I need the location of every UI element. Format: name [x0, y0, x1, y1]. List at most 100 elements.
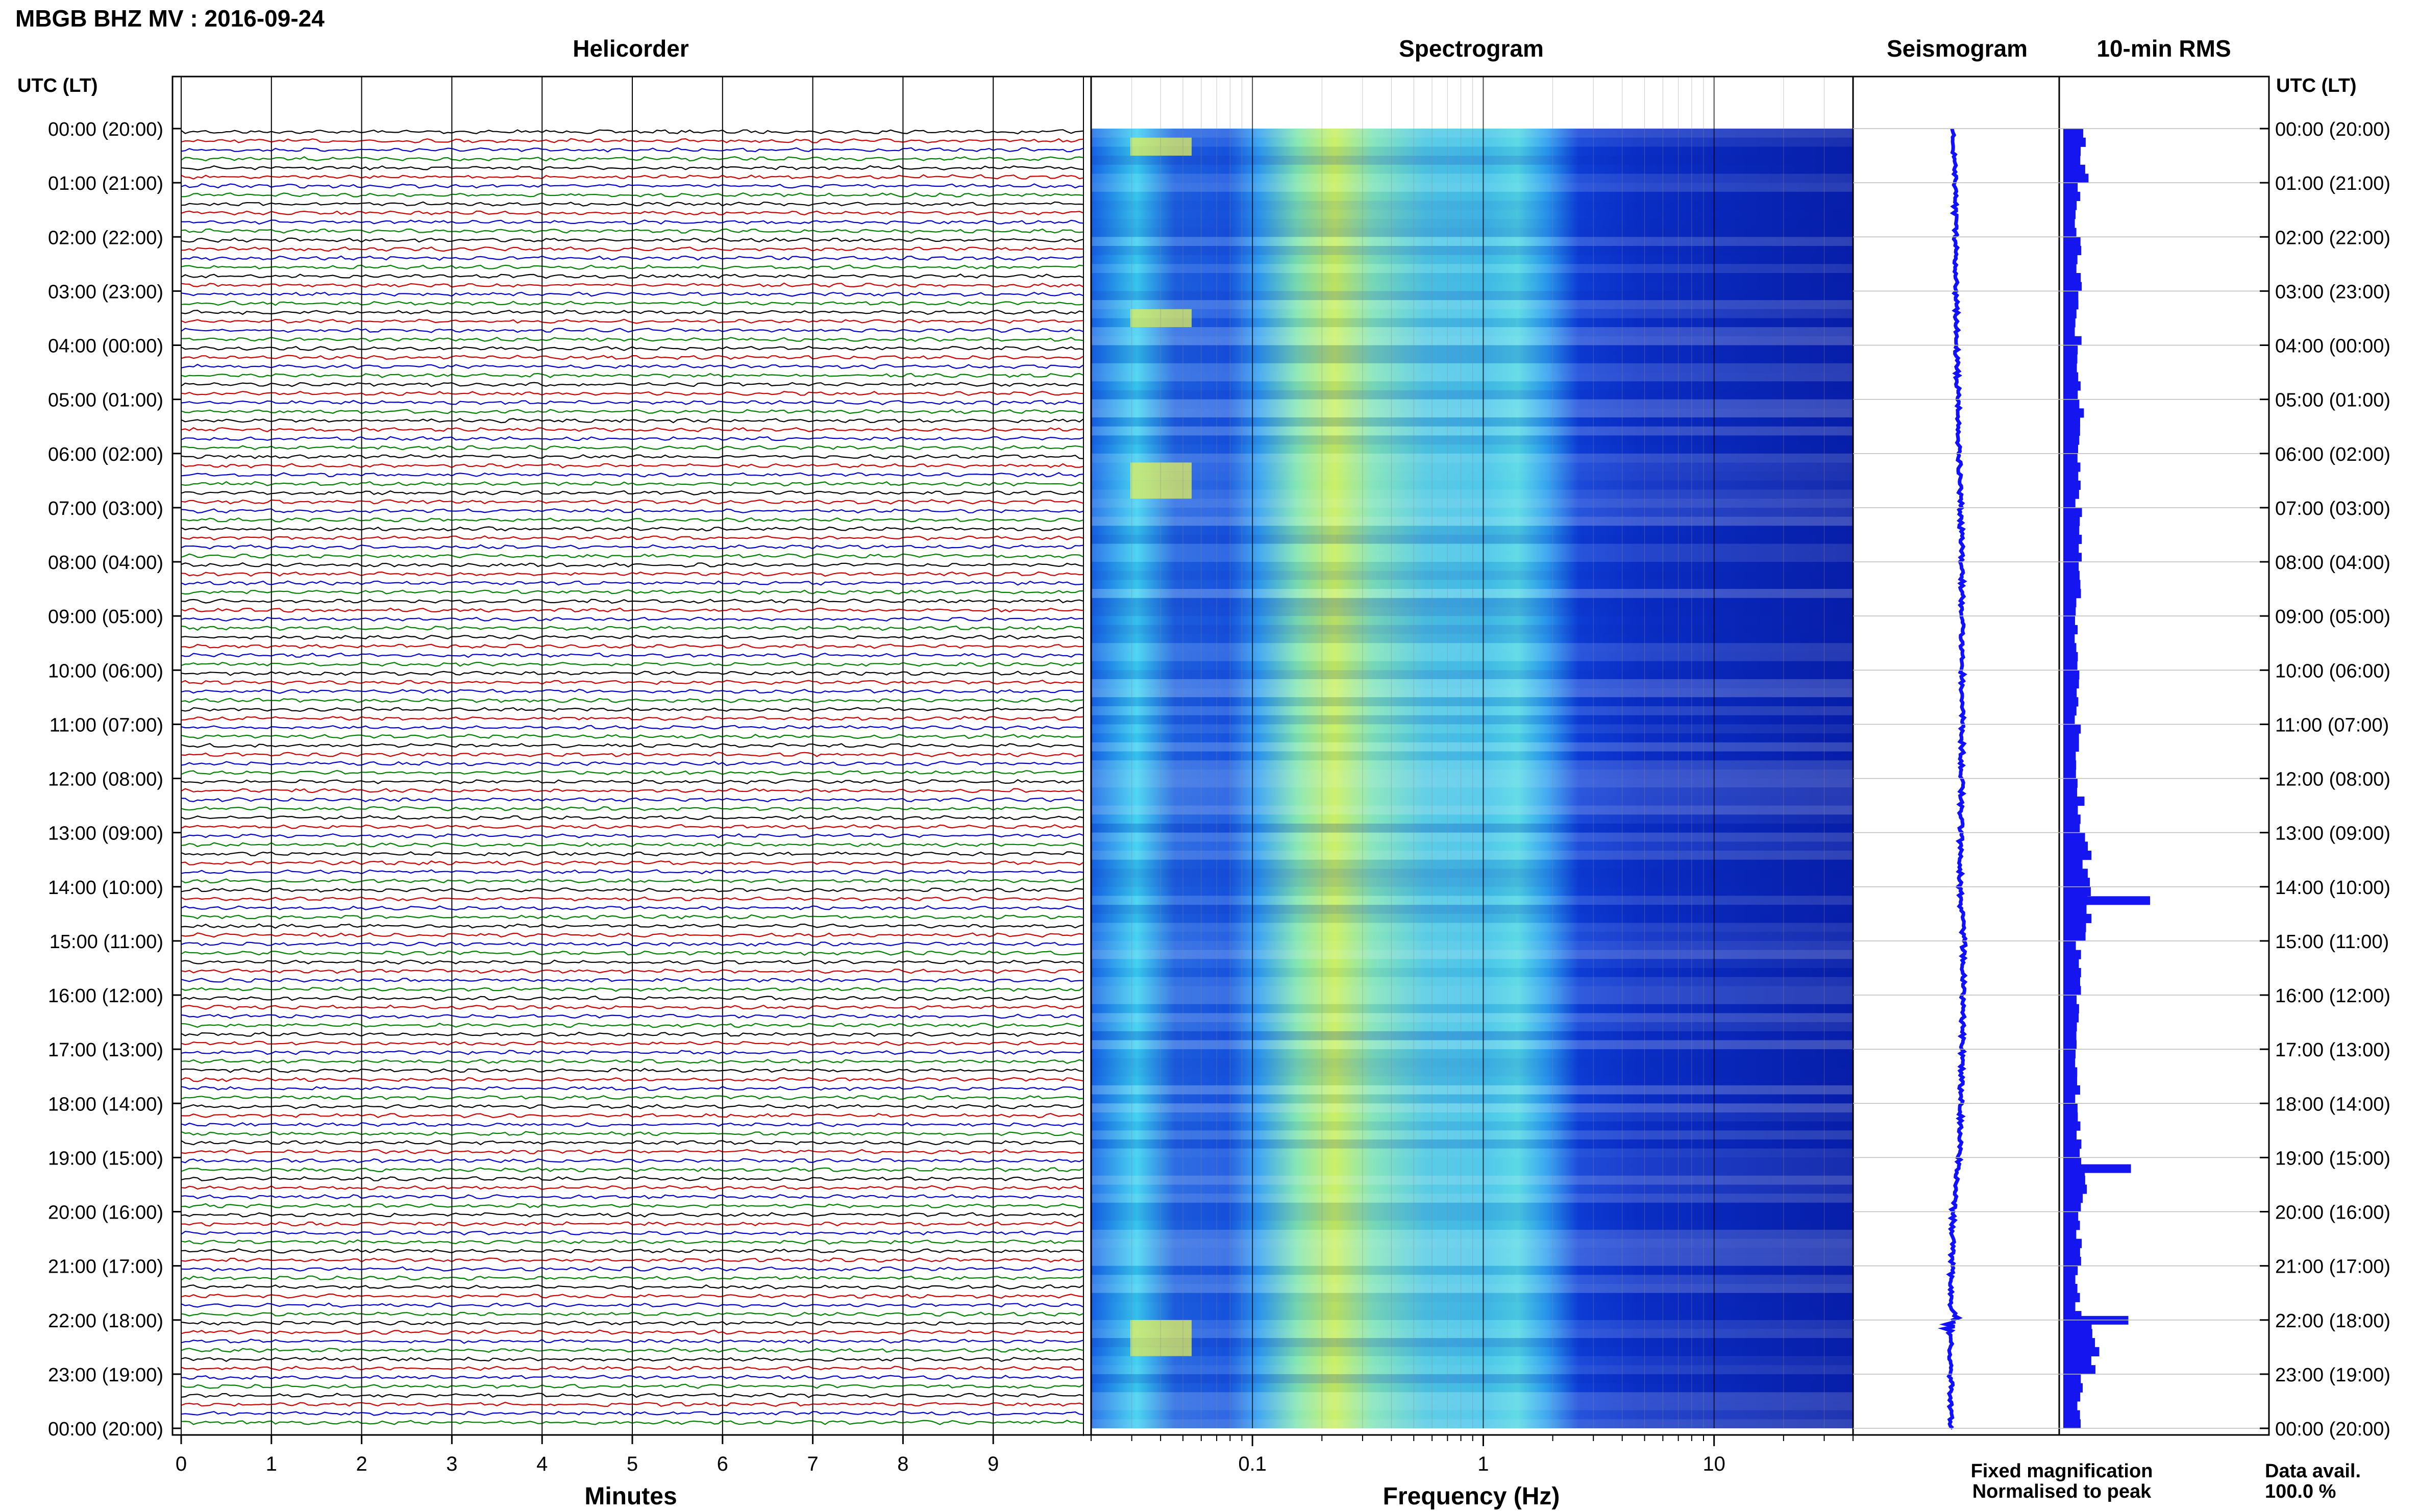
rms-bar [2063, 543, 2079, 553]
rms-bar [2063, 841, 2088, 851]
rms-bar [2063, 832, 2085, 842]
helicorder-panel [181, 77, 1084, 1436]
spectrogram-row [1091, 1392, 1853, 1401]
spectrogram-row [1091, 1284, 1853, 1293]
rms-bar [2063, 869, 2088, 878]
spectrogram-row [1091, 905, 1853, 914]
spectrogram-row [1091, 1374, 1853, 1383]
helicorder-xtick-label: 0 [176, 1453, 187, 1475]
time-label-left: 11:00 (07:00) [50, 714, 163, 736]
spectrogram-row [1091, 851, 1853, 860]
spectrogram-row [1091, 778, 1853, 788]
rms-bar [2063, 363, 2077, 373]
spectrogram-row [1091, 1022, 1853, 1031]
spectrogram-row [1091, 1067, 1853, 1077]
spectrogram-row [1091, 869, 1853, 878]
spectrogram-row [1091, 688, 1853, 698]
rms-bar [2063, 553, 2082, 562]
spectrogram-row [1091, 1356, 1853, 1366]
rms-bar [2063, 291, 2079, 301]
rms-bar [2063, 146, 2081, 156]
rms-bar [2063, 1256, 2081, 1267]
spectrogram-row [1091, 805, 1853, 815]
spectrogram-field [1091, 129, 1853, 1428]
spectrogram-row [1091, 733, 1853, 742]
spectrogram-row [1091, 607, 1853, 616]
rms-bar [2063, 724, 2081, 734]
spectrogram-row [1091, 408, 1853, 417]
rms-bar [2063, 1248, 2080, 1257]
spectrogram-row [1091, 886, 1853, 896]
time-label-left: 17:00 (13:00) [48, 1039, 163, 1061]
rms-bar [2063, 1139, 2082, 1149]
spectrogram-row [1091, 183, 1853, 192]
rms-bar [2063, 742, 2079, 752]
rms-bar [2063, 670, 2080, 680]
spectrogram-row [1091, 363, 1853, 373]
seismogram-title: Seismogram [1887, 35, 2028, 62]
utc-lt-label-left: UTC (LT) [17, 75, 98, 96]
rms-bar [2063, 435, 2080, 445]
rms-bar [2063, 237, 2081, 246]
rms-bar [2063, 309, 2077, 318]
spectrogram-row [1091, 173, 1853, 183]
spectrogram-row [1091, 472, 1853, 481]
rms-bar [2063, 273, 2081, 283]
spectrogram-row [1091, 534, 1853, 544]
rms-bar [2063, 616, 2075, 626]
rms-bar [2063, 923, 2086, 932]
spectrogram-row [1091, 643, 1853, 652]
spectrogram-row [1091, 1040, 1853, 1050]
data-avail-label: Data avail. [2265, 1460, 2361, 1482]
rms-bar [2063, 507, 2082, 517]
spectrogram-row [1091, 426, 1853, 436]
rms-bar [2063, 1365, 2095, 1375]
rms-bar [2063, 733, 2079, 743]
rms-bar [2063, 878, 2090, 887]
x-axes: 0 1 2 3 4 5 6 7 8 9 0.1 1 10 [176, 1435, 1854, 1475]
rms-bar [2063, 1221, 2080, 1230]
rms-bar [2063, 859, 2083, 869]
spectrogram-row [1091, 715, 1853, 725]
rms-bar [2063, 1338, 2095, 1348]
time-label-left: 00:00 (20:00) [48, 1419, 163, 1440]
spectrogram-row [1091, 787, 1853, 797]
spectrogram-hotspot [1130, 146, 1192, 156]
rms-bar [2063, 1103, 2078, 1113]
time-label-right: 03:00 (23:00) [2275, 281, 2390, 303]
spectrogram-row [1091, 1238, 1853, 1248]
rms-bar [2063, 1229, 2077, 1240]
spectrogram-row [1091, 841, 1853, 851]
spectrogram-row [1091, 1031, 1853, 1040]
rms-bar [2063, 1284, 2078, 1294]
spectrogram-row [1091, 751, 1853, 761]
spectrogram-row [1091, 1157, 1853, 1167]
spectrogram-row [1091, 1338, 1853, 1347]
time-label-left: 00:00 (20:00) [48, 119, 163, 140]
time-label-left: 09:00 (05:00) [48, 606, 163, 628]
rms-title: 10-min RMS [2096, 35, 2231, 62]
spectrogram-row [1091, 634, 1853, 643]
spectrogram-row [1091, 291, 1853, 301]
rms-bar [2063, 995, 2077, 1005]
spectrogram-row [1091, 255, 1853, 264]
rms-bar [2063, 598, 2077, 607]
time-label-right: 11:00 (07:00) [2275, 714, 2389, 736]
rms-bar [2063, 462, 2081, 472]
spectrogram-row [1091, 896, 1853, 905]
rms-bar [2063, 688, 2077, 698]
rms-bar [2063, 164, 2085, 174]
rms-bar [2063, 814, 2081, 824]
time-label-right: 22:00 (18:00) [2275, 1310, 2390, 1332]
spectrogram-row [1091, 968, 1853, 977]
rms-bar [2063, 417, 2080, 427]
time-label-right: 19:00 (15:00) [2275, 1148, 2390, 1169]
spectrogram-row [1091, 191, 1853, 201]
rms-bar [2063, 1410, 2080, 1420]
spectrogram-row [1091, 543, 1853, 553]
spectrogram-row [1091, 950, 1853, 959]
rms-bar [2063, 571, 2080, 580]
time-label-left: 15:00 (11:00) [50, 931, 163, 953]
time-label-left: 12:00 (08:00) [48, 769, 163, 790]
spectrogram-row [1091, 823, 1853, 833]
